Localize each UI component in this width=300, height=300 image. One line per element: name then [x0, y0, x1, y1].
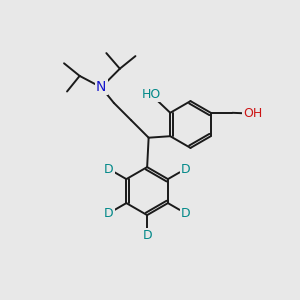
Text: D: D: [142, 229, 152, 242]
Text: D: D: [104, 207, 114, 220]
Text: D: D: [104, 163, 114, 176]
Text: N: N: [96, 80, 106, 94]
Text: D: D: [181, 163, 190, 176]
Text: OH: OH: [243, 107, 262, 120]
Text: D: D: [181, 207, 190, 220]
Text: HO: HO: [142, 88, 161, 101]
